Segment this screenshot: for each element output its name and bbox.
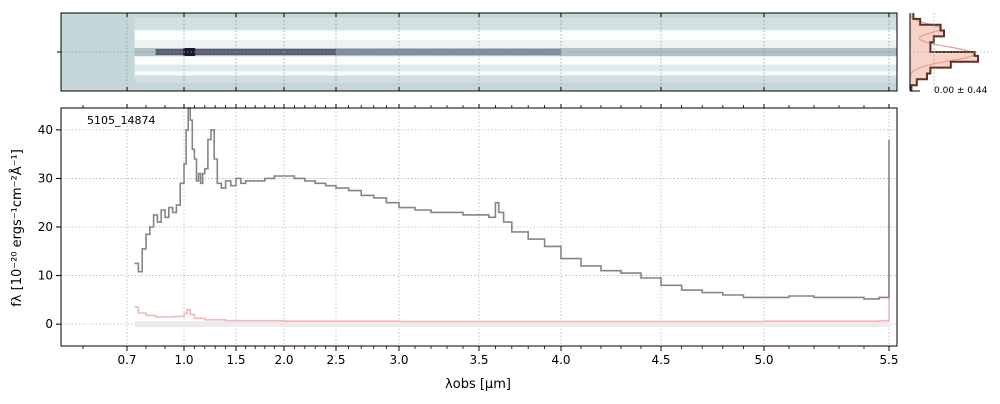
spectrum-2d-ticks — [57, 13, 890, 91]
x-tick-label: 5.0 — [754, 353, 773, 367]
x-tick-label: 5.5 — [879, 353, 898, 367]
x-tick-label: 2.0 — [274, 353, 293, 367]
spectrum-1d-panel: 0.7 1.0 1.5 2.0 2.5 3.0 3.5 4.0 4.5 5.0 5.5 0 10 20 30… — [9, 104, 899, 392]
spectrum-2d-row — [134, 17, 898, 31]
spectrum-2d-panel — [57, 12, 898, 92]
spectrum-2d-row — [134, 64, 898, 72]
spectrum-2d-row — [134, 75, 898, 84]
x-axis-label: λobs [μm] — [445, 377, 511, 392]
spectrum-2d-row — [134, 56, 898, 65]
spectrum-2d-trace-core — [155, 49, 336, 55]
y-axis-label: fλ [10⁻²⁰ ergs⁻¹cm⁻²Å⁻¹] — [9, 149, 25, 307]
y-tick-label: 10 — [38, 269, 53, 283]
profile-step-line — [910, 13, 979, 91]
spectrum-1d-ticks: 0.7 1.0 1.5 2.0 2.5 3.0 3.5 4.0 4.5 5.0 5.5 0 10 20 30… — [38, 104, 899, 367]
x-tick-label: 0.7 — [117, 353, 136, 367]
x-tick-label: 2.5 — [326, 353, 345, 367]
x-tick-label: 4.0 — [551, 353, 570, 367]
x-tick-label: 3.5 — [469, 353, 488, 367]
error-spectrum-line — [134, 188, 890, 323]
y-tick-label: 20 — [38, 220, 53, 234]
spectrum-2d-row — [134, 71, 898, 76]
spectrum-2d-grid — [61, 13, 897, 91]
y-tick-label: 30 — [38, 171, 53, 185]
spatial-profile-panel: 0.00 ± 0.44 — [909, 12, 990, 96]
spectrum-2d-row — [134, 40, 898, 49]
x-tick-label: 1.0 — [174, 353, 193, 367]
spectrum-2d-trace-core — [336, 49, 561, 55]
object-id-label: 5105_14874 — [87, 114, 156, 127]
error-band — [134, 321, 890, 328]
y-tick-label: 0 — [45, 317, 53, 331]
x-tick-label: 1.5 — [226, 353, 245, 367]
x-tick-label: 3.0 — [389, 353, 408, 367]
profile-tick-label: 0.00 ± 0.44 — [934, 86, 988, 96]
spectrum-2d-peak — [183, 48, 196, 56]
spectrum-1d-series — [134, 107, 890, 328]
flux-spectrum-line — [134, 107, 890, 300]
spectrum-2d-image — [134, 17, 898, 84]
spectrum-2d-row — [134, 30, 898, 41]
x-tick-label: 4.5 — [651, 353, 670, 367]
y-tick-label: 40 — [38, 123, 53, 137]
